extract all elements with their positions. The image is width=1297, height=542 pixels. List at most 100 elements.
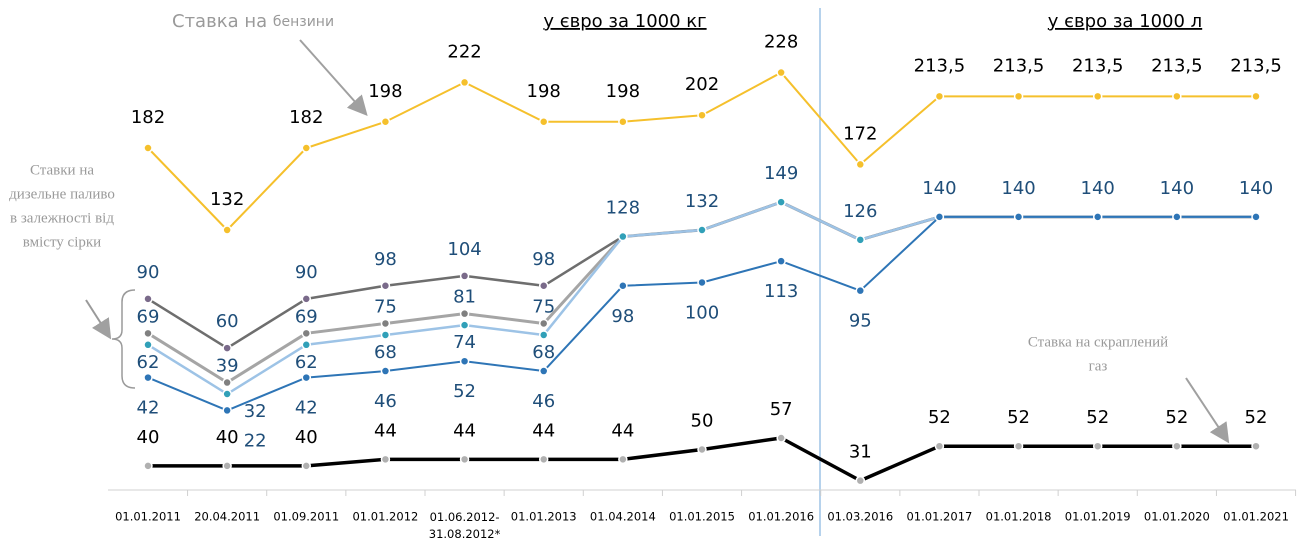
- x-tick-label: 01.09.2011: [273, 510, 339, 524]
- marker: [222, 461, 232, 471]
- data-label: 182: [289, 107, 323, 128]
- data-label: 62: [295, 352, 318, 373]
- x-tick-label: 01.01.2019: [1065, 510, 1131, 524]
- marker: [1013, 212, 1024, 222]
- data-label: 42: [295, 398, 318, 419]
- marker: [301, 372, 312, 383]
- x-tick-label-part: 31.08.2012*: [429, 527, 501, 541]
- marker: [143, 143, 153, 153]
- x-tick-label: 01.01.2017: [906, 510, 972, 524]
- data-label: 44: [374, 420, 397, 441]
- marker: [301, 143, 312, 153]
- data-label: 149: [764, 163, 798, 184]
- data-label: 52: [1245, 407, 1268, 428]
- annotation: дизельне паливо: [9, 186, 115, 202]
- marker: [143, 372, 153, 383]
- data-label: 69: [295, 306, 318, 327]
- marker: [1092, 212, 1103, 222]
- marker: [222, 225, 232, 235]
- marker: [697, 110, 707, 120]
- data-label: 132: [210, 189, 244, 210]
- x-tick-label: 01.01.2020: [1144, 510, 1210, 524]
- data-label: 100: [685, 302, 719, 323]
- data-label: 198: [606, 81, 640, 102]
- data-label: 68: [374, 342, 397, 363]
- marker: [538, 281, 549, 291]
- marker: [380, 318, 391, 329]
- marker: [618, 454, 628, 465]
- marker: [1172, 91, 1182, 102]
- data-label: 95: [849, 311, 872, 332]
- annotation: Ставка на скраплений: [1028, 334, 1168, 350]
- data-label: 213,5: [1072, 55, 1124, 76]
- x-tick-label: 01.01.2015: [669, 510, 735, 524]
- data-label: 44: [611, 420, 634, 441]
- x-tick-label: 01.01.2021: [1223, 510, 1289, 524]
- bracket: [111, 289, 136, 389]
- arrow: [85, 299, 112, 340]
- data-label: 140: [1001, 178, 1035, 199]
- marker: [1251, 441, 1261, 451]
- data-label: 81: [453, 287, 476, 308]
- marker: [855, 159, 866, 170]
- data-label: 40: [137, 427, 160, 448]
- data-label: 132: [685, 191, 719, 212]
- marker: [380, 366, 391, 376]
- x-tick-label: 01.03.2016: [827, 510, 893, 524]
- marker: [934, 441, 945, 451]
- marker: [618, 117, 628, 127]
- annotation: Ставки на: [30, 162, 94, 178]
- data-label: 213,5: [1151, 55, 1203, 76]
- data-label: 75: [532, 296, 555, 317]
- marker: [459, 271, 470, 281]
- data-label: 31: [849, 442, 872, 463]
- marker: [538, 318, 549, 329]
- marker: [776, 433, 786, 443]
- data-label: 172: [843, 123, 877, 144]
- data-label: 140: [1081, 178, 1115, 199]
- marker: [380, 117, 391, 127]
- marker: [143, 294, 153, 304]
- marker: [697, 225, 707, 235]
- data-label: 126: [843, 201, 877, 222]
- annotation: в залежності від: [10, 210, 114, 226]
- data-label: 62: [137, 352, 160, 373]
- data-label: 198: [527, 81, 561, 102]
- marker: [1251, 91, 1261, 102]
- marker: [776, 256, 786, 266]
- data-label: 52: [1086, 407, 1109, 428]
- marker: [380, 281, 391, 291]
- marker: [459, 320, 470, 330]
- x-tick-label: 01.01.2013: [511, 510, 577, 524]
- units: у євро за 1000 л: [1048, 11, 1202, 32]
- marker: [1172, 212, 1182, 222]
- marker: [380, 454, 391, 465]
- data-label: 98: [611, 306, 634, 327]
- marker: [222, 389, 232, 399]
- marker: [855, 285, 866, 296]
- data-label: 182: [131, 107, 165, 128]
- annotation: газ: [1089, 358, 1108, 374]
- annotation: вмісту сірки: [23, 234, 101, 250]
- marker: [1251, 212, 1261, 222]
- data-label: 90: [137, 262, 160, 283]
- data-label: 57: [770, 399, 793, 420]
- marker: [934, 212, 945, 222]
- annotation: Ставка на бензини: [172, 11, 334, 32]
- data-label: 104: [447, 239, 481, 260]
- data-label: 113: [764, 281, 798, 302]
- data-label: 140: [922, 178, 956, 199]
- x-tick-label: 01.01.2018: [986, 510, 1052, 524]
- marker: [697, 444, 707, 455]
- marker: [697, 277, 707, 288]
- x-tick-label: 01.01.2011: [115, 510, 181, 524]
- marker: [459, 356, 470, 366]
- data-label: 46: [532, 391, 555, 412]
- data-label: 69: [137, 306, 160, 327]
- data-label: 140: [1239, 178, 1273, 199]
- data-label: 213,5: [914, 55, 966, 76]
- data-label: 52: [1165, 407, 1188, 428]
- marker: [459, 77, 470, 88]
- data-label: 228: [764, 32, 798, 53]
- data-label: 213,5: [993, 55, 1045, 76]
